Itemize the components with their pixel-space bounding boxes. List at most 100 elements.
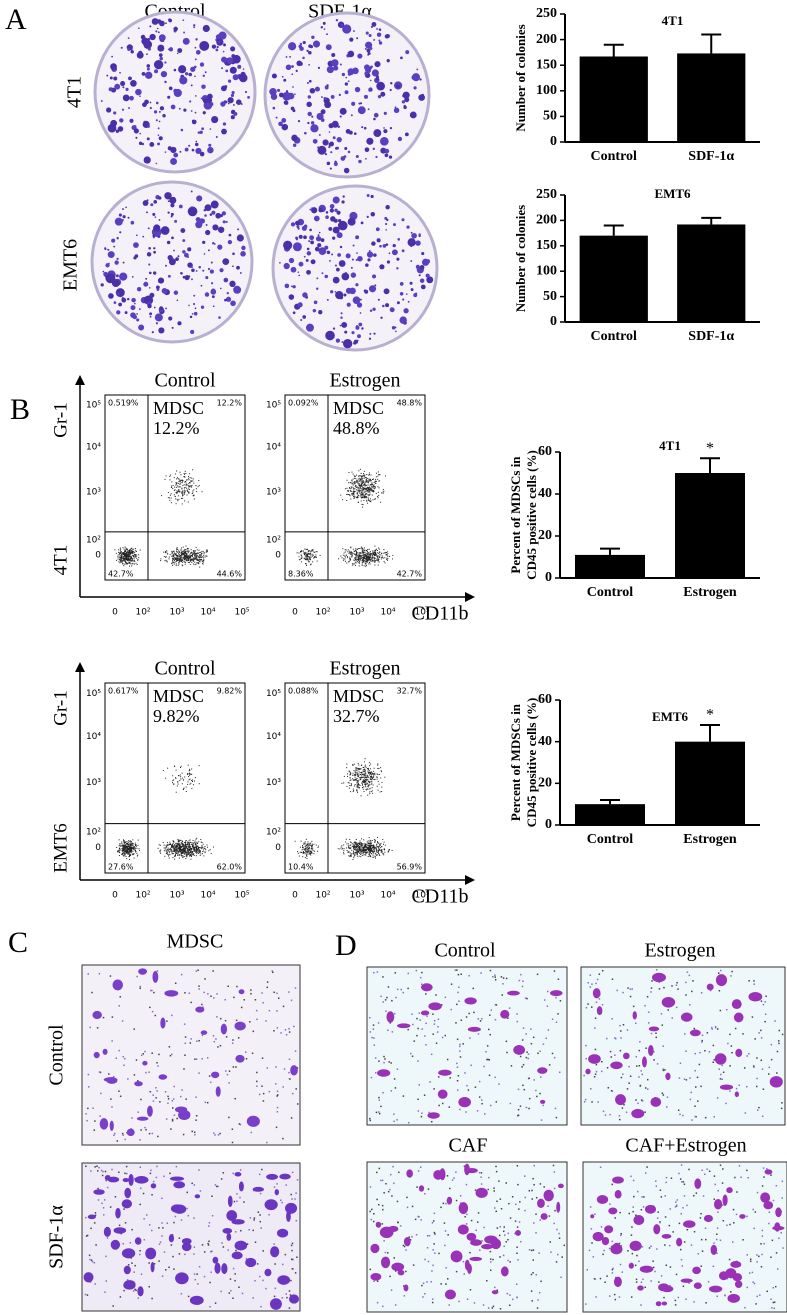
- event-dot: [189, 844, 191, 846]
- event-dot: [311, 846, 313, 848]
- colony: [288, 294, 295, 300]
- event-dot: [136, 852, 138, 854]
- colony: [374, 61, 381, 68]
- event-dot: [357, 548, 359, 550]
- event-dot: [365, 781, 367, 783]
- event-dot: [125, 851, 127, 853]
- event-dot: [171, 560, 173, 562]
- x-tick-label: 10⁴: [200, 608, 215, 618]
- cell-cluster: [290, 1065, 298, 1076]
- event-dot: [186, 773, 188, 775]
- event-dot: [358, 477, 360, 479]
- speck: [236, 985, 238, 988]
- event-dot: [354, 482, 356, 484]
- event-dot: [370, 791, 372, 793]
- colony: [127, 37, 130, 40]
- speck: [193, 1131, 196, 1133]
- event-dot: [362, 767, 364, 769]
- colony: [272, 106, 276, 110]
- colony: [180, 271, 183, 275]
- x-tick-label: 10²: [135, 891, 150, 901]
- event-dot: [134, 556, 136, 558]
- event-dot: [183, 487, 185, 489]
- plot-frame: [104, 682, 246, 874]
- event-dot: [160, 558, 162, 560]
- event-dot: [354, 767, 356, 769]
- colony: [240, 103, 243, 105]
- event-dot: [187, 561, 189, 563]
- speck: [213, 1040, 216, 1043]
- event-dot: [359, 848, 361, 850]
- speck: [135, 1059, 138, 1061]
- event-dot: [173, 477, 175, 479]
- event-dot: [186, 847, 188, 849]
- event-dot: [300, 550, 302, 552]
- event-dot: [382, 557, 384, 559]
- event-dot: [360, 495, 362, 497]
- colony: [391, 249, 398, 256]
- event-dot: [368, 843, 370, 845]
- event-dot: [343, 775, 345, 777]
- event-dot: [357, 768, 359, 770]
- event-dot: [132, 844, 134, 846]
- event-dot: [183, 492, 185, 494]
- event-dot: [353, 770, 355, 772]
- colony: [198, 265, 201, 269]
- colony: [373, 38, 376, 41]
- event-dot: [180, 547, 182, 549]
- colony: [127, 48, 131, 51]
- plot-title: Control: [154, 370, 216, 392]
- event-dot: [180, 479, 182, 481]
- colony: [149, 101, 152, 104]
- event-dot: [173, 560, 175, 562]
- event-dot: [365, 563, 367, 565]
- event-dot: [179, 479, 181, 481]
- event-dot: [180, 854, 182, 856]
- event-dot: [367, 843, 369, 845]
- event-dot: [123, 558, 125, 560]
- colony: [369, 332, 372, 335]
- event-dot: [203, 849, 205, 851]
- colony: [363, 126, 367, 130]
- event-dot: [307, 843, 309, 845]
- event-dot: [360, 554, 362, 556]
- event-dot: [376, 851, 378, 853]
- colony: [281, 75, 284, 78]
- event-dot: [189, 851, 191, 853]
- event-dot: [169, 479, 171, 481]
- colony: [380, 91, 386, 97]
- event-dot: [368, 771, 370, 773]
- event-dot: [370, 847, 372, 849]
- colony: [359, 102, 363, 105]
- event-dot: [349, 777, 351, 779]
- event-dot: [375, 480, 377, 482]
- event-dot: [380, 492, 382, 494]
- colony: [365, 263, 369, 267]
- event-dot: [167, 491, 169, 493]
- colony: [307, 111, 312, 117]
- event-dot: [367, 557, 369, 559]
- event-dot: [168, 556, 170, 558]
- event-dot: [353, 481, 355, 483]
- event-dot: [358, 846, 360, 848]
- colony: [365, 31, 369, 35]
- event-dot: [177, 839, 179, 841]
- speck: [87, 1073, 90, 1076]
- event-dot: [363, 473, 365, 475]
- event-dot: [369, 781, 371, 783]
- event-dot: [184, 846, 186, 848]
- event-dot: [179, 844, 181, 846]
- event-dot: [181, 841, 183, 843]
- event-dot: [362, 783, 364, 785]
- event-dot: [348, 561, 350, 563]
- event-dot: [315, 556, 317, 558]
- event-dot: [182, 846, 184, 848]
- colony: [404, 97, 410, 103]
- event-dot: [365, 480, 367, 482]
- event-dot: [195, 850, 197, 852]
- colony: [176, 52, 179, 55]
- event-dot: [185, 556, 187, 558]
- event-dot: [126, 559, 128, 561]
- colony: [347, 51, 350, 54]
- event-dot: [361, 771, 363, 773]
